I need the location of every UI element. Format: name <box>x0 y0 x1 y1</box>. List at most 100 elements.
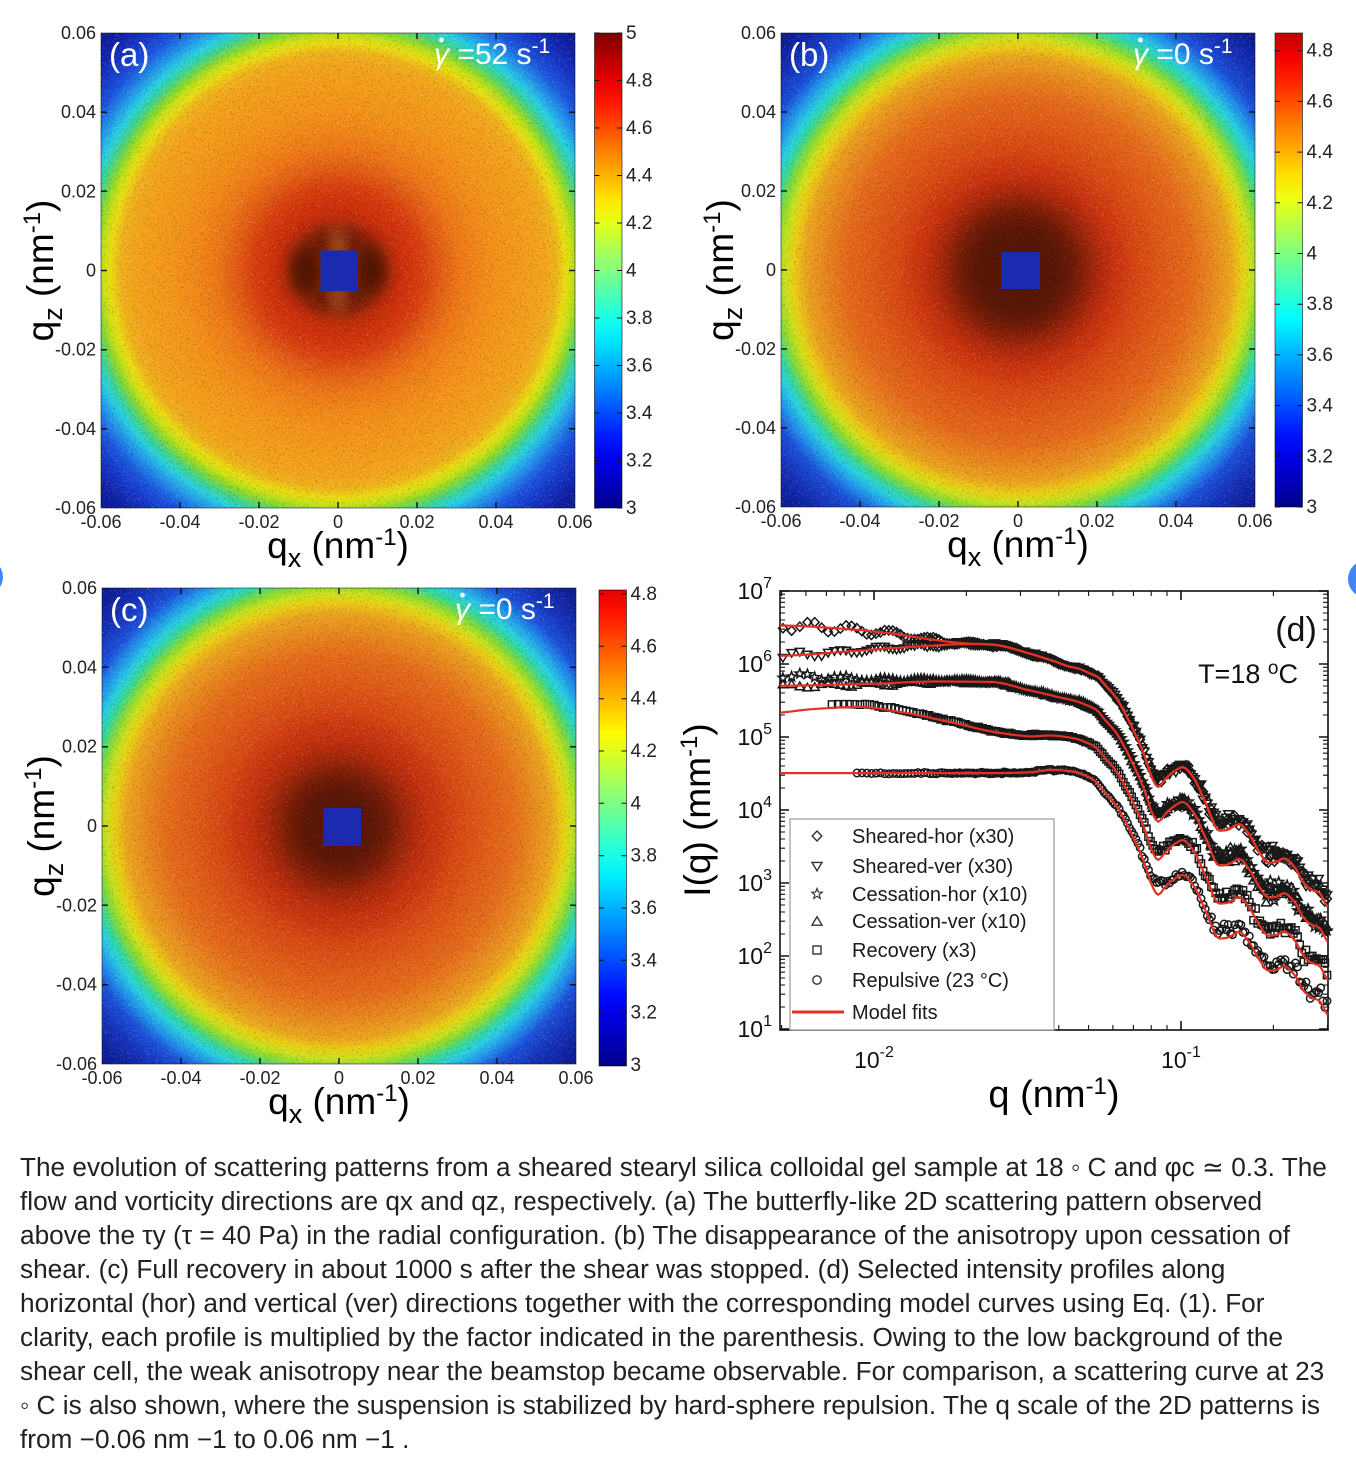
svg-text:3: 3 <box>631 1055 642 1076</box>
svg-text:4.4: 4.4 <box>631 689 658 710</box>
svg-text:-0.02: -0.02 <box>918 511 959 531</box>
svg-text:0: 0 <box>87 816 97 836</box>
svg-text:-0.02: -0.02 <box>238 512 279 532</box>
svg-text:qz (nm-1): qz (nm-1) <box>19 200 68 342</box>
svg-text:3.8: 3.8 <box>631 846 657 867</box>
svg-text:0.06: 0.06 <box>741 23 776 43</box>
svg-text:4.8: 4.8 <box>626 71 652 92</box>
svg-text:3.4: 3.4 <box>1307 396 1334 417</box>
svg-text:Repulsive (23 °C): Repulsive (23 °C) <box>852 970 1009 992</box>
svg-text:102: 102 <box>738 940 773 969</box>
svg-text:0.04: 0.04 <box>741 102 776 122</box>
svg-text:0.04: 0.04 <box>1158 511 1193 531</box>
svg-text:0.04: 0.04 <box>479 1068 514 1088</box>
svg-text:-0.06: -0.06 <box>81 1068 122 1088</box>
svg-text:(c): (c) <box>110 591 148 628</box>
svg-text:3.2: 3.2 <box>1307 446 1333 467</box>
svg-text:I(q) (mm-1): I(q) (mm-1) <box>676 723 718 896</box>
svg-text:0.06: 0.06 <box>61 23 96 43</box>
svg-text:q (nm-1): q (nm-1) <box>988 1073 1119 1116</box>
svg-text:-0.04: -0.04 <box>159 512 200 532</box>
svg-text:Recovery (x3): Recovery (x3) <box>852 940 976 962</box>
svg-text:0: 0 <box>86 261 96 281</box>
svg-text:-0.06: -0.06 <box>760 511 801 531</box>
svg-text:0.06: 0.06 <box>1237 511 1272 531</box>
svg-text:Sheared-hor (x30): Sheared-hor (x30) <box>852 826 1014 848</box>
svg-text:3.2: 3.2 <box>631 1003 657 1024</box>
svg-text:0.02: 0.02 <box>400 1068 435 1088</box>
svg-text:3.6: 3.6 <box>626 356 652 377</box>
svg-text:4.6: 4.6 <box>1307 91 1333 112</box>
svg-text:Cessation-ver (x10): Cessation-ver (x10) <box>852 911 1027 933</box>
svg-text:4.6: 4.6 <box>631 636 657 657</box>
svg-text:-0.02: -0.02 <box>56 895 97 915</box>
svg-text:-0.06: -0.06 <box>55 498 96 518</box>
svg-text:101: 101 <box>738 1013 773 1042</box>
svg-text:4.8: 4.8 <box>1307 41 1333 62</box>
svg-text:Sheared-ver (x30): Sheared-ver (x30) <box>852 856 1013 878</box>
svg-text:0.04: 0.04 <box>62 657 97 677</box>
svg-text:γ =52 s-1: γ =52 s-1 <box>434 35 550 71</box>
svg-text:3.8: 3.8 <box>1307 294 1333 315</box>
svg-text:0: 0 <box>766 260 776 280</box>
svg-text:3.6: 3.6 <box>1307 345 1333 366</box>
svg-text:0: 0 <box>334 1068 344 1088</box>
svg-text:-0.06: -0.06 <box>80 512 121 532</box>
svg-text:4.6: 4.6 <box>626 118 652 139</box>
svg-text:-0.04: -0.04 <box>55 419 96 439</box>
svg-text:0.02: 0.02 <box>61 181 96 201</box>
svg-text:0.02: 0.02 <box>62 737 97 757</box>
svg-text:(d): (d) <box>1275 611 1317 649</box>
svg-text:3.8: 3.8 <box>626 308 652 329</box>
svg-text:4: 4 <box>631 793 642 814</box>
svg-text:5: 5 <box>626 23 637 44</box>
svg-text:104: 104 <box>738 794 773 823</box>
svg-text:0.06: 0.06 <box>557 512 592 532</box>
svg-text:3.4: 3.4 <box>631 950 658 971</box>
svg-text:0.04: 0.04 <box>61 102 96 122</box>
svg-text:qx (nm-1): qx (nm-1) <box>947 523 1089 572</box>
svg-text:qz (nm-1): qz (nm-1) <box>20 755 69 897</box>
svg-text:105: 105 <box>738 721 773 750</box>
svg-text:-0.02: -0.02 <box>239 1068 280 1088</box>
svg-text:106: 106 <box>738 648 773 677</box>
svg-text:0: 0 <box>333 512 343 532</box>
svg-text:qx (nm-1): qx (nm-1) <box>267 524 409 573</box>
svg-text:4.8: 4.8 <box>631 584 657 605</box>
svg-text:4: 4 <box>626 261 637 282</box>
svg-text:-0.04: -0.04 <box>56 975 97 995</box>
svg-text:3: 3 <box>1307 497 1318 518</box>
svg-text:0.02: 0.02 <box>741 181 776 201</box>
svg-text:4.2: 4.2 <box>631 741 657 762</box>
svg-text:0.06: 0.06 <box>558 1068 593 1088</box>
svg-text:3: 3 <box>626 498 637 519</box>
svg-text:-0.04: -0.04 <box>160 1068 201 1088</box>
svg-text:0: 0 <box>1013 511 1023 531</box>
svg-text:4.4: 4.4 <box>626 166 653 187</box>
svg-text:4.2: 4.2 <box>626 213 652 234</box>
svg-text:4.4: 4.4 <box>1307 142 1334 163</box>
svg-text:4.2: 4.2 <box>1307 193 1333 214</box>
svg-text:qx (nm-1): qx (nm-1) <box>268 1080 410 1129</box>
svg-text:Cessation-hor (x10): Cessation-hor (x10) <box>852 884 1028 906</box>
svg-text:0.02: 0.02 <box>1079 511 1114 531</box>
svg-text:qz (nm-1): qz (nm-1) <box>699 199 748 341</box>
svg-text:-0.02: -0.02 <box>55 340 96 360</box>
svg-text:0.06: 0.06 <box>62 578 97 598</box>
svg-text:0.02: 0.02 <box>399 512 434 532</box>
svg-text:10-1: 10-1 <box>1161 1044 1201 1073</box>
svg-text:10-2: 10-2 <box>854 1044 894 1073</box>
svg-text:107: 107 <box>738 575 773 604</box>
svg-text:-0.02: -0.02 <box>735 339 776 359</box>
svg-text:4: 4 <box>1307 244 1318 265</box>
svg-text:-0.06: -0.06 <box>56 1054 97 1074</box>
svg-text:3.6: 3.6 <box>631 898 657 919</box>
svg-text:T=18 oC: T=18 oC <box>1198 658 1298 689</box>
svg-text:-0.04: -0.04 <box>735 418 776 438</box>
svg-text:Model fits: Model fits <box>852 1002 938 1024</box>
svg-text:(a): (a) <box>109 36 149 73</box>
svg-text:(b): (b) <box>789 36 829 73</box>
svg-text:3.2: 3.2 <box>626 451 652 472</box>
svg-text:0.04: 0.04 <box>478 512 513 532</box>
svg-text:-0.04: -0.04 <box>839 511 880 531</box>
